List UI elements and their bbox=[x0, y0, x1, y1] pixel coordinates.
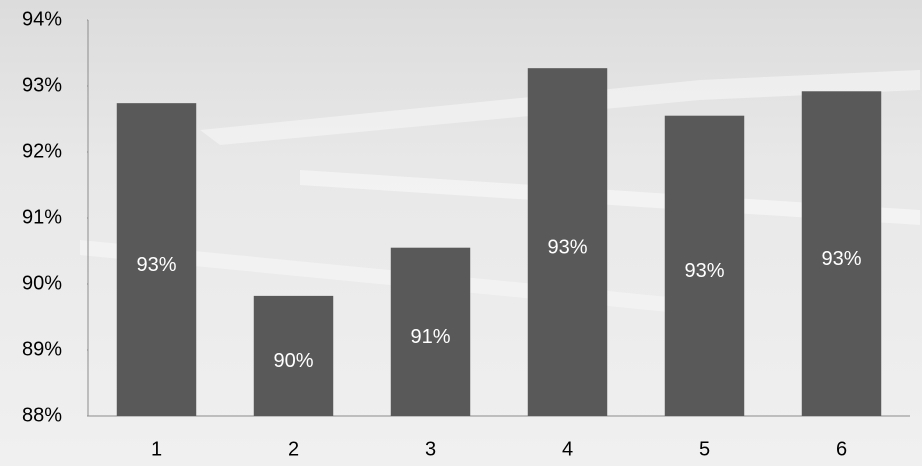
y-tick-label: 92% bbox=[22, 140, 62, 162]
bar bbox=[116, 103, 197, 416]
bar bbox=[801, 91, 882, 416]
bar bbox=[527, 68, 608, 417]
y-tick-label: 94% bbox=[22, 8, 62, 30]
x-tick-label: 2 bbox=[288, 438, 299, 460]
bar bbox=[390, 247, 471, 416]
data-label: 93% bbox=[684, 260, 724, 282]
data-label: 93% bbox=[821, 248, 861, 270]
y-tick-label: 90% bbox=[22, 272, 62, 294]
x-tick-label: 6 bbox=[836, 438, 847, 460]
y-tick-label: 88% bbox=[22, 404, 62, 426]
x-tick-label: 4 bbox=[562, 438, 573, 460]
x-tick-label: 5 bbox=[699, 438, 710, 460]
bar bbox=[253, 295, 334, 416]
data-label: 93% bbox=[136, 254, 176, 276]
x-tick-label: 3 bbox=[425, 438, 436, 460]
y-tick-label: 91% bbox=[22, 206, 62, 228]
x-tick-label: 1 bbox=[151, 438, 162, 460]
y-tick-label: 93% bbox=[22, 74, 62, 96]
data-label: 90% bbox=[273, 350, 313, 372]
bar bbox=[664, 115, 745, 416]
y-tick-label: 89% bbox=[22, 338, 62, 360]
data-label: 93% bbox=[547, 236, 587, 258]
data-label: 91% bbox=[410, 326, 450, 348]
background-stripe bbox=[300, 170, 920, 225]
